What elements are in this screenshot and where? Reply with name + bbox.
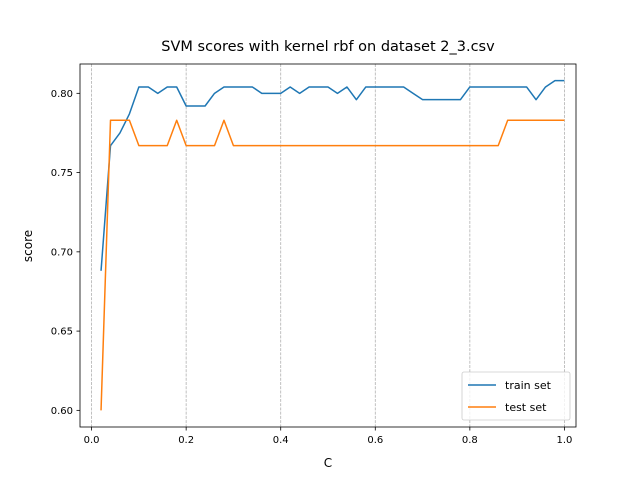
grid-lines: [91, 64, 565, 427]
y-tick-label: 0.75: [51, 168, 73, 179]
chart-title: SVM scores with kernel rbf on dataset 2_…: [161, 39, 495, 55]
plot-series: [100, 79, 565, 411]
legend-label: test set: [505, 401, 547, 414]
x-tick-label: 0.6: [367, 435, 383, 446]
x-tick-label: 1.0: [556, 435, 572, 446]
y-axis-label: score: [21, 230, 35, 262]
x-tick-label: 0.4: [273, 435, 289, 446]
x-tick-label: 0.2: [178, 435, 194, 446]
series-line: [100, 119, 565, 411]
series-line: [100, 79, 565, 271]
y-tick-label: 0.60: [51, 406, 73, 417]
y-tick-label: 0.65: [51, 327, 73, 338]
axes: 0.0 0.2 0.4 0.6 0.8 1.0 0.60 0.65 0.70 0.75 0.80: [51, 63, 577, 446]
legend-label: train set: [505, 379, 552, 392]
y-tick-label: 0.80: [51, 89, 73, 100]
x-axis-label: C: [324, 456, 332, 470]
x-tick-label: 0.0: [84, 435, 100, 446]
legend-box: [461, 371, 571, 421]
x-tick-label: 0.8: [462, 435, 478, 446]
axes-frame: [79, 63, 577, 428]
legend: train set test set: [461, 371, 571, 421]
y-tick-label: 0.70: [51, 247, 73, 258]
